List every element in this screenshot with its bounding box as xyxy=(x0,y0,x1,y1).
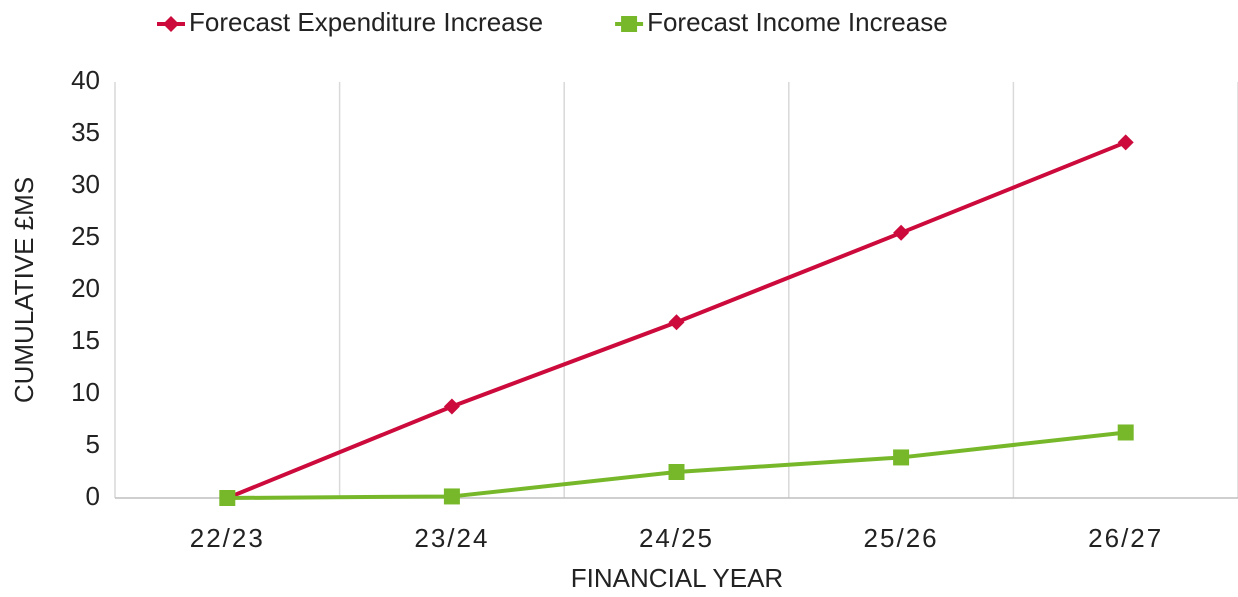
marker xyxy=(443,398,460,415)
marker xyxy=(1117,134,1134,151)
y-tick-label: 0 xyxy=(86,481,100,511)
marker xyxy=(668,464,685,480)
x-tick-label: 25/26 xyxy=(864,523,939,553)
y-tick-label: 10 xyxy=(71,377,100,407)
marker xyxy=(443,488,460,505)
marker xyxy=(163,16,179,32)
x-tick-label: 24/25 xyxy=(639,523,714,553)
y-tick-label: 40 xyxy=(71,65,100,95)
marker xyxy=(668,314,685,331)
x-tick-label: 23/24 xyxy=(414,523,489,553)
x-tick-label: 22/23 xyxy=(190,523,265,553)
marker xyxy=(621,16,638,32)
marker xyxy=(893,224,910,241)
x-axis-label: FINANCIAL YEAR xyxy=(571,563,783,593)
y-tick-label: 5 xyxy=(86,429,100,459)
legend-label: Forecast Income Increase xyxy=(647,7,948,37)
marker xyxy=(893,449,910,466)
marker xyxy=(219,490,236,506)
y-tick-label: 30 xyxy=(71,169,100,199)
x-tick-label: 26/27 xyxy=(1088,523,1163,553)
legend-label: Forecast Expenditure Increase xyxy=(189,7,543,37)
y-axis-label: CUMULATIVE £MS xyxy=(9,177,39,403)
y-tick-label: 15 xyxy=(71,325,100,355)
y-tick-label: 20 xyxy=(71,273,100,303)
y-tick-label: 25 xyxy=(71,221,100,251)
y-tick-label: 35 xyxy=(71,117,100,147)
marker xyxy=(1117,424,1134,441)
